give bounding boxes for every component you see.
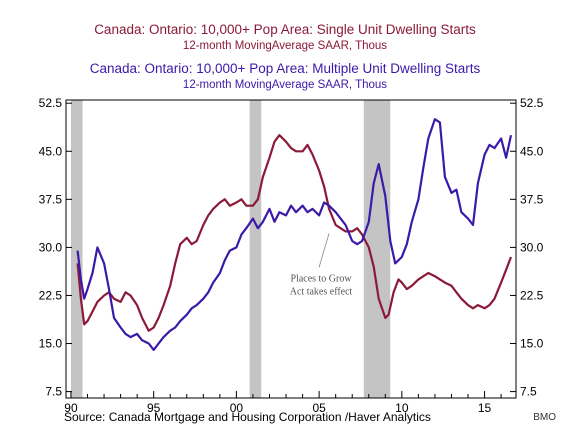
plot-frame	[65, 99, 517, 399]
y-tick-label-left: 22.5	[39, 288, 63, 302]
y-tick-label-left: 52.5	[39, 96, 63, 110]
x-tick-label: 10	[395, 401, 409, 415]
y-tick-label-right: 15.0	[520, 337, 544, 351]
y-tick-label-right: 45.0	[520, 144, 544, 158]
series-line-multiple-unit	[76, 118, 513, 351]
recession-band-1	[249, 100, 262, 398]
x-tick-label: 90	[64, 401, 78, 415]
credit-label: BMO	[533, 412, 556, 423]
y-tick-label-right: 22.5	[520, 288, 544, 302]
y-tick-label-right: 30.0	[520, 240, 544, 254]
multiple-series-title: Canada: Ontario: 10,000+ Pop Area: Multi…	[89, 61, 481, 76]
single-series-title: Canada: Ontario: 10,000+ Pop Area: Singl…	[94, 22, 476, 37]
series-line-single-unit	[76, 134, 513, 332]
y-tick-label-right: 52.5	[520, 96, 544, 110]
y-tick-label-right: 37.5	[520, 192, 544, 206]
recession-band-0	[70, 100, 83, 398]
y-tick-label-left: 7.5	[45, 385, 62, 399]
y-tick-label-left: 37.5	[39, 192, 63, 206]
x-tick-label: 95	[147, 401, 161, 415]
recession-band-2	[363, 100, 391, 398]
x-tick-label: 05	[312, 401, 326, 415]
x-tick-label: 00	[230, 401, 244, 415]
single-series-subtitle: 12-month MovingAverage SAAR, Thous	[182, 40, 388, 52]
annotation-arrow	[318, 233, 330, 268]
y-tick-label-left: 30.0	[39, 240, 63, 254]
y-tick-label-left: 15.0	[39, 337, 63, 351]
x-tick-label: 15	[478, 401, 492, 415]
source-note: Source: Canada Mortgage and Housing Corp…	[64, 410, 431, 424]
y-tick-label-left: 45.0	[39, 144, 63, 158]
annotation-text-line: Act takes effect	[290, 286, 353, 297]
y-tick-label-right: 7.5	[520, 385, 537, 399]
annotation-text-line: Places to Grow	[290, 273, 352, 284]
multiple-series-subtitle: 12-month MovingAverage SAAR, Thous	[182, 79, 388, 91]
